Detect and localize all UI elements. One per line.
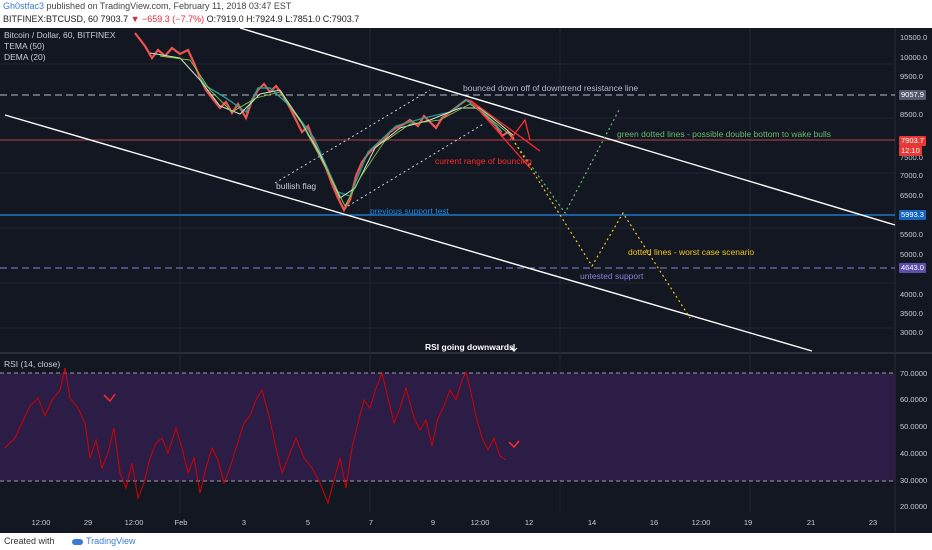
author-link[interactable]: Gh0stfac3 (3, 1, 45, 11)
rsi-arrow-right (508, 440, 520, 449)
price-change: −659.3 (−7.7%) (142, 14, 205, 24)
y-label: 7500.0 (900, 153, 923, 162)
footer-created: Created with (4, 536, 55, 546)
y-label: 8500.0 (900, 110, 923, 119)
y-label: 3000.0 (900, 328, 923, 337)
x-label: 3 (241, 518, 247, 527)
open-value: O:7919.0 (206, 14, 244, 24)
publish-info: published on TradingView.com, February 1… (46, 1, 292, 11)
high-value: H:7924.9 (246, 14, 283, 24)
annotation-bullish-flag: bullish flag (276, 181, 317, 191)
chart-legend: Bitcoin / Dollar, 60, BITFINEX TEMA (50)… (4, 30, 115, 63)
last-price: 7903.7 (100, 14, 129, 24)
publish-line: Gh0stfac3 published on TradingView.com, … (3, 1, 291, 11)
y-label: 10500.0 (900, 33, 928, 42)
down-arrow-icon: ▼ (130, 14, 140, 24)
price-tag-current: 7903.7 (899, 136, 926, 146)
x-label: 7 (368, 518, 374, 527)
ohlc-line: BITFINEX:BTCUSD, 60 7903.7 ▼ −659.3 (−7.… (3, 14, 359, 24)
footer-brand[interactable]: TradingView (72, 536, 136, 546)
rsi-y-label: 60.0000 (900, 395, 928, 404)
footer: Created with TradingView (0, 533, 932, 550)
y-label: 9500.0 (900, 72, 923, 81)
x-label: 9 (430, 518, 436, 527)
x-label: Feb (174, 518, 188, 527)
y-label: 7000.0 (900, 171, 923, 180)
flag-upper (274, 89, 431, 184)
y-label: 6500.0 (900, 191, 923, 200)
legend-title: Bitcoin / Dollar, 60, BITFINEX (4, 30, 116, 40)
price-tag-4643: 4643.0 (899, 263, 926, 273)
worst-case-path (514, 142, 691, 319)
x-label: 19 (743, 518, 753, 527)
rsi-y-label: 70.0000 (900, 369, 928, 378)
x-label: 12:00 (470, 518, 490, 527)
y-label: 5500.0 (900, 230, 923, 239)
downtrend-support-line (4, 114, 813, 352)
footer-brand-label: TradingView (86, 536, 136, 546)
bounce-lower (469, 99, 531, 169)
rsi-y-label: 50.0000 (900, 422, 928, 431)
legend-dema: DEMA (20) (4, 52, 46, 62)
flag-lower (347, 122, 486, 207)
x-label: 12:00 (124, 518, 144, 527)
annotation-rsi-down: RSI going downwards (425, 342, 514, 352)
annotation-worst-case: dotted lines - worst case scenario (628, 247, 755, 257)
x-label: 29 (83, 518, 93, 527)
annotation-untested-support: untested support (580, 271, 644, 281)
bounce-arrow (509, 118, 531, 141)
rsi-band (0, 373, 895, 481)
top-bar: Gh0stfac3 published on TradingView.com, … (0, 0, 932, 28)
tradingview-logo-icon (72, 538, 83, 545)
x-label: 5 (305, 518, 311, 527)
x-label: 12:00 (31, 518, 51, 527)
rsi-line (4, 367, 507, 505)
rsi-y-label: 40.0000 (900, 449, 928, 458)
x-label: 12:00 (691, 518, 711, 527)
annotation-support-test: previous support test (370, 206, 449, 216)
rsi-legend: RSI (14, close) (4, 359, 61, 369)
low-value: L:7851.0 (285, 14, 321, 24)
price-tag-5993: 5993.3 (899, 210, 926, 220)
y-label: 5000.0 (900, 250, 923, 259)
grid (0, 28, 895, 513)
annotation-green: green dotted lines - possible double bot… (617, 129, 832, 139)
y-label: 3500.0 (900, 309, 923, 318)
symbol-label: BITFINEX:BTCUSD, 60 (3, 14, 99, 24)
price-tag-countdown: 12:10 (899, 146, 922, 156)
rsi-down-arrow-icon (510, 344, 518, 352)
dema-line (159, 55, 515, 207)
bounce-upper (469, 99, 541, 152)
double-bottom-path (514, 107, 621, 215)
legend-tema: TEMA (50) (4, 41, 45, 51)
chart-area[interactable]: Bitcoin / Dollar, 60, BITFINEX TEMA (50)… (0, 28, 932, 533)
y-label: 4000.0 (900, 290, 923, 299)
chart-canvas[interactable] (0, 28, 932, 533)
x-label: 16 (649, 518, 659, 527)
rsi-y-label: 20.0000 (900, 502, 928, 511)
annotation-bounced: bounced down off of downtrend resistance… (463, 83, 639, 93)
x-label: 21 (806, 518, 816, 527)
x-label: 12 (524, 518, 534, 527)
close-value: C:7903.7 (322, 14, 360, 24)
rsi-arrow-left (103, 393, 116, 403)
x-label: 23 (868, 518, 878, 527)
price-tag-9057: 9057.9 (899, 90, 926, 100)
downtrend-resistance-line (239, 28, 896, 226)
x-label: 14 (587, 518, 597, 527)
y-label: 10000.0 (900, 53, 928, 62)
annotation-current-range: current range of bouncing (435, 156, 532, 166)
rsi-y-label: 30.0000 (900, 476, 928, 485)
